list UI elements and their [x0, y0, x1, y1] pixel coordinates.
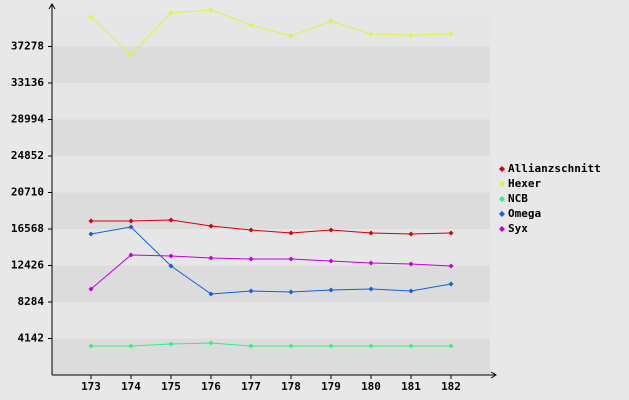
series-line — [90, 226, 452, 295]
point — [328, 18, 334, 24]
x-tick-label: 182 — [441, 380, 461, 393]
point — [328, 287, 334, 293]
point — [448, 343, 454, 349]
x-tick-label: 180 — [361, 380, 381, 393]
point — [368, 343, 374, 349]
grid-band — [52, 156, 490, 193]
legend-label: NCB — [508, 192, 528, 205]
x-axis-arrow — [490, 371, 497, 379]
x-tick-label: 181 — [401, 380, 421, 393]
x-tick-label: 175 — [161, 380, 181, 393]
legend-marker — [499, 226, 505, 232]
point — [288, 289, 294, 295]
point — [448, 230, 454, 236]
point — [288, 256, 294, 262]
point — [448, 281, 454, 287]
point — [368, 230, 374, 236]
y-tick-label: 12426 — [11, 259, 44, 272]
legend-label: Omega — [508, 207, 541, 220]
point — [288, 343, 294, 349]
legend-marker — [499, 166, 505, 172]
y-tick-label: 8284 — [18, 295, 45, 308]
legend-label: Allianzschnitt — [508, 162, 601, 175]
x-tick-label: 174 — [121, 380, 141, 393]
point — [408, 288, 414, 294]
legend-marker — [499, 211, 505, 217]
point — [448, 263, 454, 269]
point — [208, 7, 214, 13]
point — [208, 223, 214, 229]
point — [88, 343, 94, 349]
point — [208, 255, 214, 261]
point — [408, 343, 414, 349]
point — [168, 10, 174, 16]
series-line — [90, 9, 452, 56]
point — [248, 288, 254, 294]
point — [248, 256, 254, 262]
point — [208, 340, 214, 346]
point — [448, 31, 454, 37]
point — [88, 286, 94, 292]
point — [248, 22, 254, 28]
legend-label: Hexer — [508, 177, 541, 190]
x-tick-label: 176 — [201, 380, 221, 393]
point — [128, 252, 134, 258]
grid-band — [52, 302, 490, 339]
legend-marker — [499, 181, 505, 187]
point — [168, 217, 174, 223]
point — [328, 227, 334, 233]
point — [88, 14, 94, 20]
legend-label: Syx — [508, 222, 528, 235]
grid-band — [52, 229, 490, 266]
point — [288, 33, 294, 39]
grid-band — [52, 192, 490, 229]
series-line — [91, 342, 451, 347]
x-tick-label: 179 — [321, 380, 341, 393]
point — [248, 227, 254, 233]
point — [328, 258, 334, 264]
point — [328, 343, 334, 349]
y-tick-label: 37278 — [11, 40, 44, 53]
grid-band — [52, 46, 490, 83]
legend-marker — [499, 196, 505, 202]
point — [168, 263, 174, 269]
point — [208, 291, 214, 297]
point — [168, 341, 174, 347]
point — [128, 224, 134, 230]
point — [88, 218, 94, 224]
y-tick-label: 33136 — [11, 76, 44, 89]
y-tick-label: 28994 — [11, 113, 44, 126]
x-tick-label: 173 — [81, 380, 101, 393]
point — [368, 260, 374, 266]
grid-band — [52, 10, 490, 47]
point — [128, 218, 134, 224]
y-tick-label: 20710 — [11, 186, 44, 199]
grid-band — [52, 83, 490, 120]
point — [88, 231, 94, 237]
x-tick-label: 177 — [241, 380, 261, 393]
grid-band — [52, 338, 490, 375]
point — [128, 343, 134, 349]
point — [368, 31, 374, 37]
point — [408, 231, 414, 237]
point — [408, 32, 414, 38]
y-tick-label: 16568 — [11, 222, 44, 235]
point — [408, 261, 414, 267]
x-tick-label: 178 — [281, 380, 301, 393]
point — [128, 52, 134, 58]
series-line — [90, 254, 452, 290]
point — [288, 230, 294, 236]
point — [368, 286, 374, 292]
y-tick-label: 4142 — [18, 332, 45, 345]
series-line — [91, 219, 452, 235]
y-axis-arrow — [48, 3, 56, 10]
point — [168, 253, 174, 259]
point — [248, 343, 254, 349]
grid-band — [52, 119, 490, 156]
y-tick-label: 24852 — [11, 149, 44, 162]
grid-band — [52, 265, 490, 302]
